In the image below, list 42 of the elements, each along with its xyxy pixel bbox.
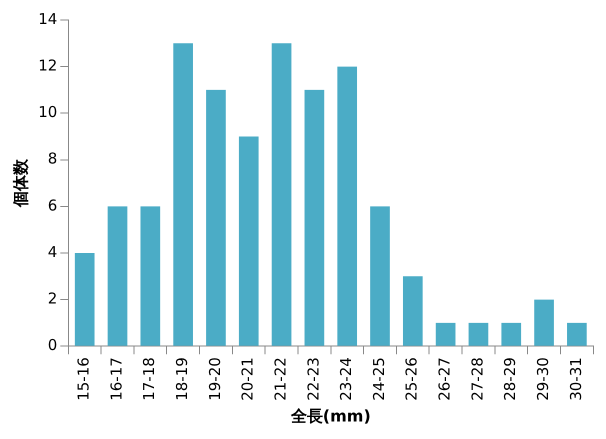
y-tick-label: 14: [38, 10, 58, 28]
x-tick-label: 28-29: [501, 357, 520, 401]
bar: [173, 43, 193, 346]
bar: [140, 206, 160, 346]
x-tick-label: 18-19: [173, 357, 192, 401]
bar: [206, 90, 226, 346]
x-tick-label: 21-22: [271, 357, 290, 401]
x-tick-label: 24-25: [370, 357, 388, 401]
bar: [74, 253, 95, 346]
y-tick-label: 12: [38, 56, 58, 74]
bar: [370, 206, 390, 346]
bar: [337, 66, 358, 346]
bar: [238, 136, 259, 346]
x-tick-label: 16-17: [107, 357, 126, 401]
y-tick-label: 0: [48, 336, 58, 354]
x-axis-title: 全長(mm): [290, 406, 371, 426]
x-tick-label: 20-21: [238, 357, 257, 401]
x-tick-label: 15-16: [74, 357, 93, 401]
y-tick-label: 4: [48, 242, 58, 261]
bar: [402, 276, 423, 346]
y-tick-label: 8: [48, 150, 58, 168]
bar: [468, 322, 488, 346]
bar: [534, 300, 554, 346]
y-tick-label: 10: [38, 103, 58, 122]
x-tick-label: 29-30: [534, 357, 552, 401]
x-tick-label: 30-31: [566, 357, 585, 401]
x-tick-label: 23-24: [337, 357, 356, 401]
bar: [304, 90, 324, 346]
y-axis-title: 個体数: [10, 158, 30, 208]
bar: [108, 206, 128, 346]
bar: [272, 43, 292, 346]
x-tick-label: 26-27: [436, 357, 454, 401]
x-tick-label: 17-18: [140, 357, 158, 401]
x-tick-label: 22-23: [304, 357, 322, 401]
bar: [567, 322, 587, 346]
y-tick-label: 2: [48, 290, 58, 308]
x-tick-label: 25-26: [402, 357, 421, 401]
x-tick-label: 19-20: [206, 357, 224, 401]
bar: [501, 322, 522, 346]
bar: [436, 322, 456, 346]
x-tick-label: 27-28: [468, 357, 486, 401]
y-tick-label: 6: [48, 196, 58, 214]
